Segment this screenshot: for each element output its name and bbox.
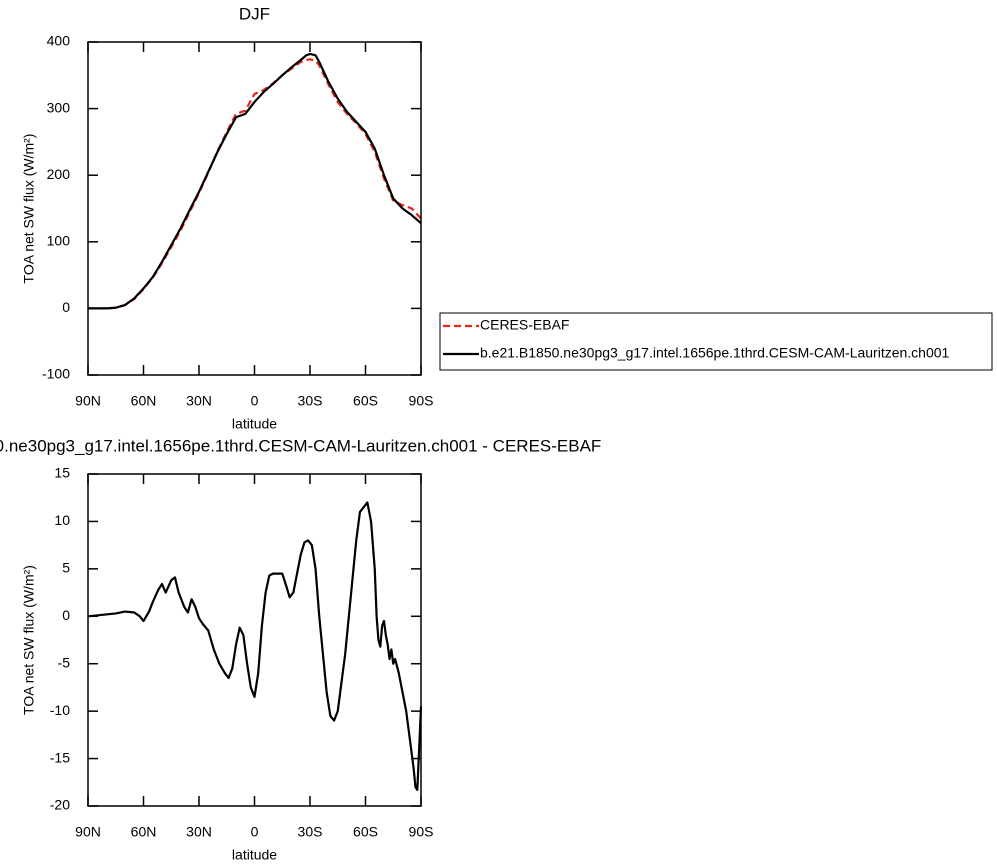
y-tick-label: -15 [50,749,70,765]
x-tick-label: 90N [75,824,101,840]
x-tick-label: 90S [409,824,434,840]
x-tick-label: 0 [251,824,259,840]
data-line [87,501,423,791]
y-axis-label: TOA net SW flux (W/m²) [21,565,37,715]
y-tick-label: -10 [50,702,70,718]
y-axis-label: TOA net SW flux (W/m²) [21,134,37,284]
x-axis-label: latitude [232,416,277,432]
data-line [88,58,422,310]
plot-frame [87,41,422,376]
y-tick-label: 10 [54,512,70,528]
x-tick-label: 60N [131,393,157,409]
legend-label: CERES-EBAF [480,317,569,333]
x-tick-label: 0 [251,393,259,409]
y-tick-label: -5 [58,654,71,670]
y-tick-label: 5 [62,560,70,576]
x-tick-label: 60N [131,824,157,840]
x-tick-label: 30S [298,824,323,840]
y-tick-label: 0 [62,299,70,315]
x-tick-label: 30N [186,393,212,409]
plot-frame [87,473,422,807]
x-tick-label: 30N [186,824,212,840]
y-tick-label: 300 [47,99,71,115]
chart-title: b.e21.B1850.ne30pg3_g17.intel.1656pe.1th… [0,436,601,455]
y-tick-label: -100 [42,366,70,382]
legend-box [439,312,993,371]
x-tick-label: 60S [353,393,378,409]
y-tick-label: 15 [54,465,70,481]
x-tick-label: 90N [75,393,101,409]
data-line [88,52,422,310]
y-tick-label: -20 [50,797,70,813]
x-tick-label: 60S [353,824,378,840]
x-axis-label: latitude [232,847,277,863]
y-tick-label: 400 [47,33,71,49]
legend-label: b.e21.B1850.ne30pg3_g17.intel.1656pe.1th… [480,345,950,361]
chart-title: DJF [239,4,270,23]
y-tick-label: 200 [47,166,71,182]
y-tick-label: 100 [47,233,71,249]
y-tick-label: 0 [62,607,70,623]
x-tick-label: 30S [298,393,323,409]
x-tick-label: 90S [409,393,434,409]
